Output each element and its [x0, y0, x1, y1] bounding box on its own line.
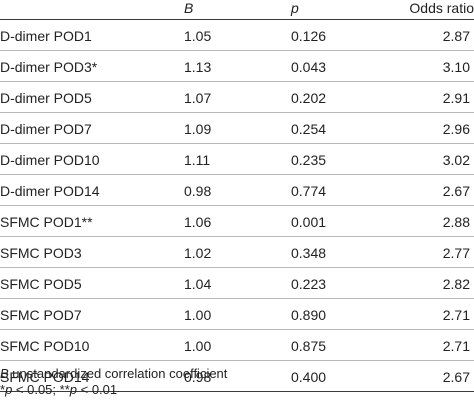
table-row: SFMC POD5 1.04 0.223 2.82 — [0, 268, 474, 299]
cell-odds-ratio: 2.71 — [442, 338, 470, 354]
table-row: SFMC POD3 1.02 0.348 2.77 — [0, 237, 474, 268]
cell-b: 1.02 — [184, 245, 212, 261]
results-table: B p Odds ratio D-dimer POD1 1.05 0.126 2.87… — [0, 0, 474, 392]
footnote-cond2: < 0.01 — [77, 382, 118, 397]
cell-label: SFMC POD5 — [0, 276, 82, 292]
cell-odds-ratio: 2.77 — [442, 245, 470, 261]
cell-b: 1.11 — [184, 152, 211, 168]
cell-label: SFMC POD10 — [0, 338, 90, 354]
footnote-star1: * — [0, 382, 6, 397]
table-row: D-dimer POD14 0.98 0.774 2.67 — [0, 175, 474, 206]
cell-label: D-dimer POD3* — [0, 59, 98, 75]
cell-label: SFMC POD3 — [0, 245, 82, 261]
cell-p: 0.348 — [291, 245, 327, 261]
cell-b: 1.00 — [184, 307, 212, 323]
cell-odds-ratio: 2.67 — [442, 183, 470, 199]
cell-p: 0.875 — [291, 338, 327, 354]
header-b: B — [184, 0, 194, 16]
table-body: D-dimer POD1 1.05 0.126 2.87 D-dimer POD3* 1.… — [0, 20, 474, 392]
cell-label: D-dimer POD5 — [0, 90, 92, 106]
cell-b: 1.13 — [184, 59, 212, 75]
cell-p: 0.043 — [291, 59, 327, 75]
table-row: SFMC POD10 1.00 0.875 2.71 — [0, 330, 474, 361]
table-row: SFMC POD1** 1.06 0.001 2.88 — [0, 206, 474, 237]
cell-p: 0.774 — [291, 183, 327, 199]
cell-b: 1.07 — [184, 90, 212, 106]
cell-odds-ratio: 3.10 — [442, 59, 470, 75]
cell-label: D-dimer POD10 — [0, 152, 100, 168]
footnote-p2: p — [69, 382, 77, 397]
cell-p: 0.126 — [291, 28, 327, 44]
footnote-b-symbol: B — [0, 366, 9, 381]
footnote-cond1: < 0.05; — [12, 382, 60, 397]
footnote-b-text: unstandardized correlation coefficient — [8, 366, 228, 381]
header-odds-ratio: Odds ratio — [409, 0, 474, 16]
cell-b: 0.98 — [184, 369, 212, 385]
cell-p: 0.890 — [291, 307, 327, 323]
cell-b: 1.00 — [184, 338, 212, 354]
cell-odds-ratio: 2.67 — [442, 369, 470, 385]
cell-odds-ratio: 3.02 — [442, 152, 470, 168]
cell-p: 0.001 — [291, 214, 327, 230]
cell-b: 1.04 — [184, 276, 212, 292]
cell-b: 1.09 — [184, 121, 212, 137]
cell-b: 0.98 — [184, 183, 212, 199]
cell-label: SFMC POD1** — [0, 214, 93, 230]
cell-label: SFMC POD7 — [0, 307, 82, 323]
cell-odds-ratio: 2.87 — [442, 28, 470, 44]
cell-odds-ratio: 2.96 — [442, 121, 470, 137]
table-row: D-dimer POD5 1.07 0.202 2.91 — [0, 82, 474, 113]
cell-b: 1.06 — [184, 214, 212, 230]
footnote-significance: *p < 0.05; **p < 0.01 — [0, 382, 227, 398]
footnote-star2: ** — [59, 382, 70, 397]
cell-label: SFMC POD14 — [0, 369, 90, 385]
cell-p: 0.400 — [291, 369, 327, 385]
table-footnotes: B unstandardized correlation coefficient… — [0, 366, 227, 398]
cell-p: 0.254 — [291, 121, 327, 137]
cell-b: 1.05 — [184, 28, 212, 44]
cell-p: 0.235 — [291, 152, 327, 168]
cell-label: D-dimer POD14 — [0, 183, 100, 199]
cell-label: D-dimer POD7 — [0, 121, 92, 137]
header-p: p — [291, 0, 299, 16]
table-row: SFMC POD7 1.00 0.890 2.71 — [0, 299, 474, 330]
footnote-b: B unstandardized correlation coefficient — [0, 366, 227, 382]
cell-odds-ratio: 2.91 — [442, 90, 470, 106]
table-row: SFMC POD14 0.98 0.400 2.67 — [0, 361, 474, 392]
cell-p: 0.202 — [291, 90, 327, 106]
table-row: D-dimer POD7 1.09 0.254 2.96 — [0, 113, 474, 144]
table-header-row: B p Odds ratio — [0, 0, 474, 20]
cell-p: 0.223 — [291, 276, 327, 292]
table-row: D-dimer POD1 1.05 0.126 2.87 — [0, 20, 474, 51]
cell-odds-ratio: 2.88 — [442, 214, 470, 230]
table-row: D-dimer POD3* 1.13 0.043 3.10 — [0, 51, 474, 82]
cell-odds-ratio: 2.71 — [442, 307, 470, 323]
table-row: D-dimer POD10 1.11 0.235 3.02 — [0, 144, 474, 175]
footnote-p1: p — [5, 382, 13, 397]
cell-odds-ratio: 2.82 — [442, 276, 470, 292]
cell-label: D-dimer POD1 — [0, 28, 92, 44]
